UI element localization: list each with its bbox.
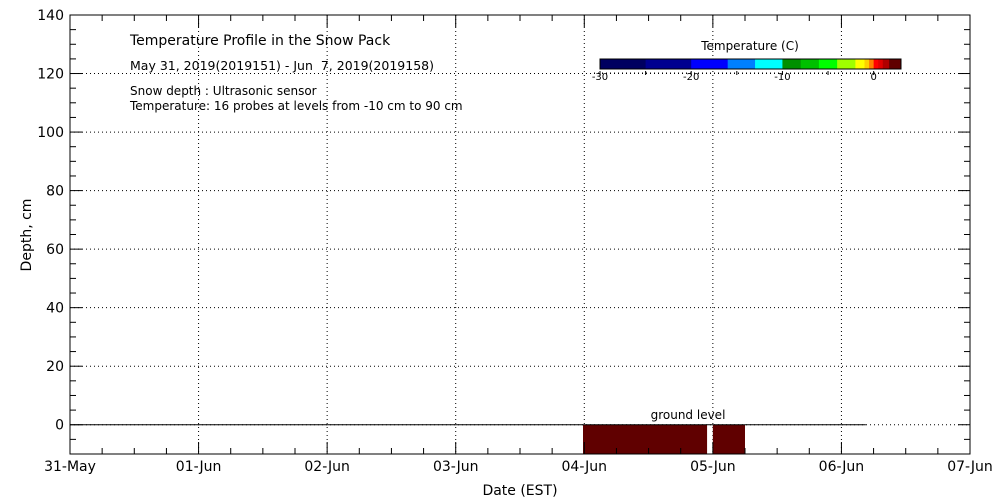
x-tick-label: 01-Jun: [176, 459, 222, 475]
colorbar-segment: [800, 59, 820, 69]
colorbar-tick-label: 0: [870, 72, 876, 83]
colorbar-segment: [882, 59, 890, 69]
temperature-cells: [583, 424, 745, 454]
temperature-cell: [712, 424, 745, 454]
colorbar-segment: [873, 59, 879, 69]
y-tick-label: 0: [55, 418, 64, 434]
y-tick-label: 140: [37, 8, 64, 24]
x-tick-label: 02-Jun: [304, 459, 350, 475]
colorbar-segment: [869, 59, 875, 69]
colorbar-segment: [691, 59, 729, 69]
colorbar-title: Temperature (C): [700, 39, 799, 53]
colorbar-segment: [837, 59, 856, 69]
colorbar-tick-label: -30: [592, 72, 608, 83]
x-axis-label: Date (EST): [482, 483, 557, 499]
colorbar-segment: [878, 59, 884, 69]
x-tick-label: 07-Jun: [947, 459, 993, 475]
colorbar-frame: [599, 58, 902, 70]
y-tick-label: 60: [46, 242, 64, 258]
x-tick-label: 04-Jun: [562, 459, 608, 475]
colorbar-segment: [855, 59, 866, 69]
plot-frame: [69, 14, 971, 455]
y-tick-label: 80: [46, 184, 64, 200]
colorbar-segment: [818, 59, 838, 69]
ground-level-label: ground level: [651, 408, 726, 422]
colorbar-segment: [755, 59, 783, 69]
y-tick-label: 20: [46, 359, 64, 375]
colorbar-segment: [600, 59, 647, 69]
grid-lines: [70, 15, 970, 454]
note-temperature: Temperature: 16 probes at levels from -1…: [129, 99, 463, 113]
x-tick-label: 06-Jun: [819, 459, 865, 475]
colorbar-tick-label: -20: [683, 72, 699, 83]
x-tick-label: 05-Jun: [690, 459, 736, 475]
x-tick-label: 31-May: [44, 459, 96, 475]
temperature-cell: [583, 424, 708, 454]
colorbar-segment: [864, 59, 870, 69]
y-tick-label: 100: [37, 125, 64, 141]
y-tick-label: 120: [37, 67, 64, 83]
colorbar-segment: [727, 59, 756, 69]
note-snow-depth: Snow depth : Ultrasonic sensor: [130, 84, 317, 98]
chart-title: Temperature Profile in the Snow Pack: [129, 33, 391, 49]
ground-level: ground level: [70, 408, 866, 426]
y-tick-label: 40: [46, 301, 64, 317]
colorbar-segment: [782, 59, 802, 69]
colorbar-tick-label: -10: [774, 72, 790, 83]
axes: 31-May 01-Jun 02-Jun 03-Jun 04-Jun 05-Jun 06-J…: [37, 8, 993, 475]
x-tick-label: 03-Jun: [433, 459, 479, 475]
colorbar-segment: [645, 59, 692, 69]
colorbar-segment: [889, 59, 902, 69]
chart-subtitle: May 31, 2019(2019151) - Jun 7, 2019(2019…: [130, 58, 434, 73]
colorbar-legend: Temperature (C) -30 -20 -10 0: [592, 39, 907, 83]
y-axis-label: Depth, cm: [19, 199, 35, 272]
